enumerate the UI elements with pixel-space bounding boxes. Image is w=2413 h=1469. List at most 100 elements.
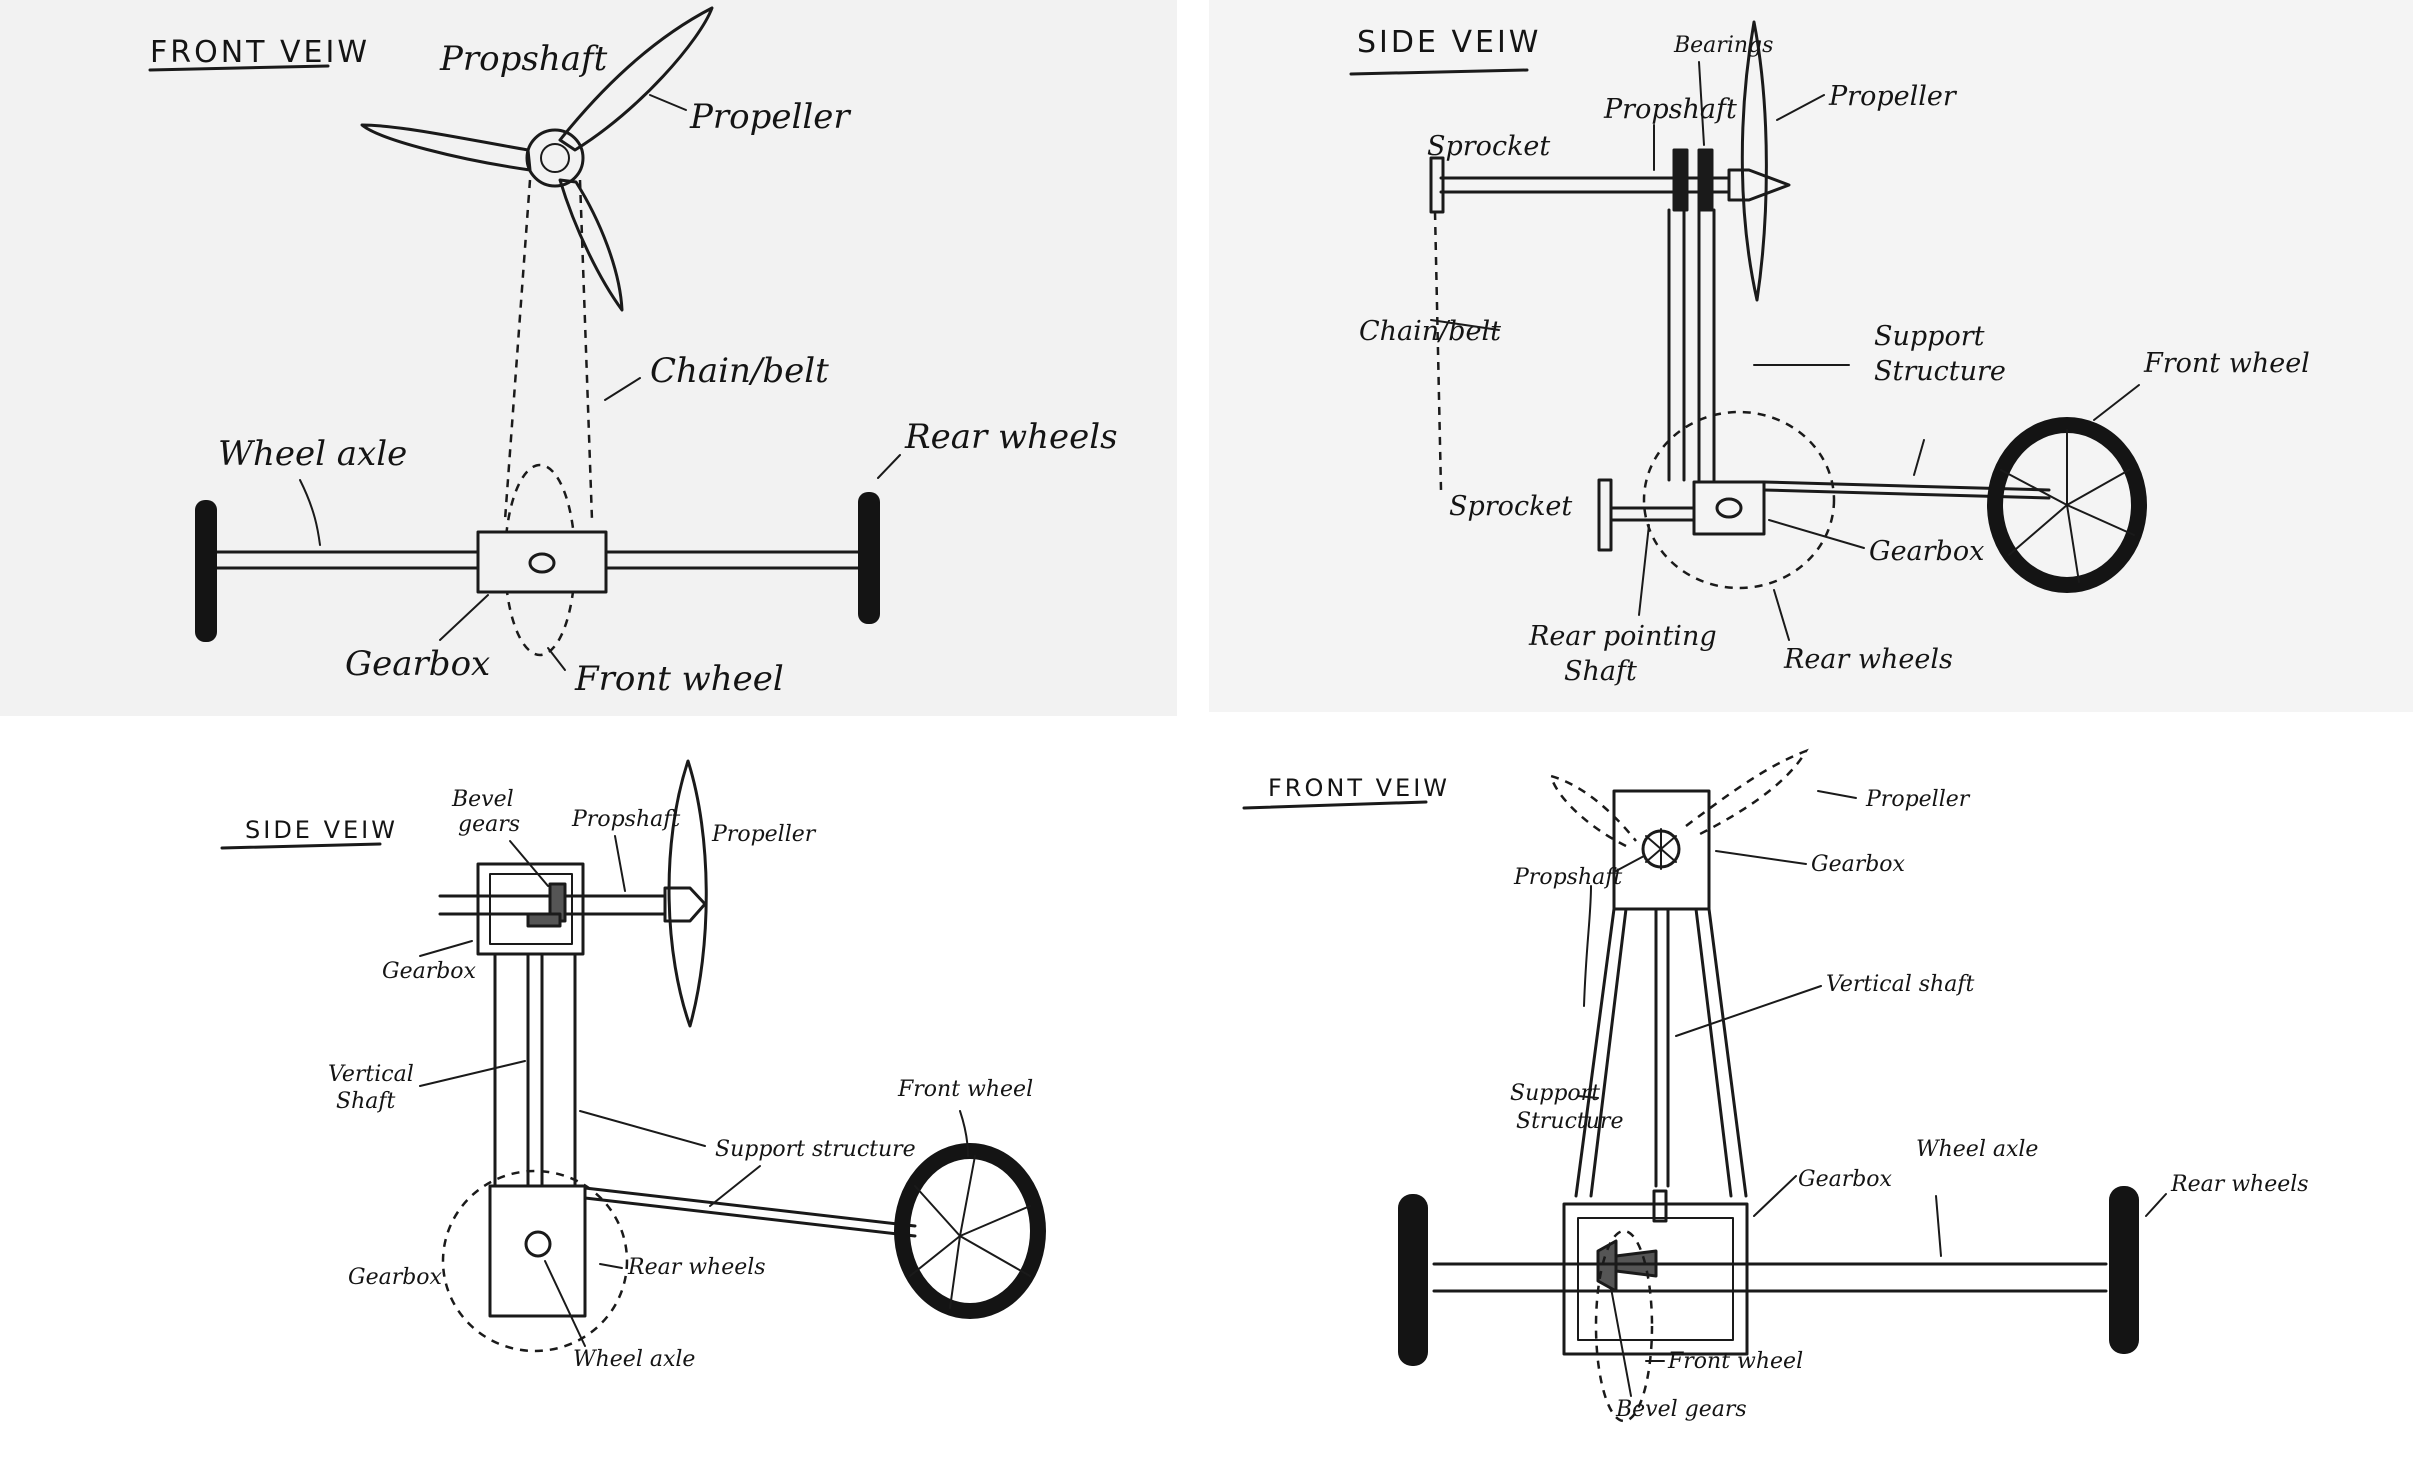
rear-wheel-right [858, 492, 880, 624]
gearbox-top [476, 862, 585, 956]
label-rear-wheels: Rear wheels [904, 417, 1118, 457]
label-propeller: Propeller [1828, 81, 1958, 112]
side-view-drawing-2: SIDE VEIW Bevel gears Propshaft Propelle… [220, 759, 1046, 1372]
label-wheel-axle: Wheel axle [218, 434, 407, 474]
front-wheel [1987, 417, 2147, 593]
front-view-sketch-1: FRONT VEIW Propshaft Propeller Chain/bel… [0, 0, 1177, 716]
label-front-wheel: Front wheel [1667, 1349, 1803, 1374]
arrow-front-wheel [547, 647, 566, 671]
front-wheel [894, 1143, 1046, 1319]
label-gearbox-top: Gearbox [382, 959, 477, 984]
propshaft-hub-gear [1645, 828, 1677, 870]
arrow-propeller [1776, 94, 1825, 121]
arrow-gearbox-top [1715, 850, 1807, 865]
label-propshaft: Propshaft [1513, 865, 1622, 890]
front-frame-top [1762, 480, 2051, 492]
arrow-front-wheel [959, 1110, 969, 1157]
gearbox-bottom [1562, 1202, 1749, 1356]
rear-wheel-right [2109, 1186, 2139, 1354]
side-view-drawing-1: SIDE VEIW Bearings Propshaft Propeller S… [1349, 20, 2310, 687]
label-front-wheel: Front wheel [574, 659, 784, 699]
label-gearbox-top: Gearbox [1811, 852, 1906, 877]
propeller-blade-right [1685, 748, 1809, 838]
arrow-propshaft [1615, 855, 1645, 872]
gearbox-bump [1652, 1189, 1668, 1223]
arrow-propeller [1817, 790, 1857, 799]
rear-wheel-left [195, 500, 217, 642]
arrow-vertical-shaft [419, 1060, 526, 1087]
label-propshaft: Propshaft [439, 39, 608, 79]
side-view-sketch-2: SIDE VEIW Bevel gears Propshaft Propelle… [0, 716, 1206, 1469]
label-vertical-2: Shaft [336, 1089, 395, 1114]
chain-belt-right [578, 179, 594, 521]
arrow-wheel-axle [544, 1260, 586, 1347]
label-sprocket-top: Sprocket [1427, 131, 1550, 162]
label-support-structure: Support structure [715, 1137, 916, 1162]
propeller [1740, 20, 1768, 302]
bevel-gear-horizontal [526, 912, 562, 928]
label-rear-wheels: Rear wheels [1783, 644, 1953, 675]
arrow-rear-wheels [877, 454, 901, 479]
label-rear-wheels: Rear wheels [2170, 1172, 2309, 1197]
arrow-gearbox [1768, 519, 1865, 549]
label-propshaft: Propshaft [1603, 94, 1737, 125]
label-vertical-1: Vertical [328, 1062, 414, 1087]
gearbox-bottom-inner [1577, 1217, 1734, 1341]
label-bevel-1: Bevel [451, 787, 514, 812]
arrow-bevel-gears [1610, 1287, 1632, 1397]
gearbox-bottom [488, 1184, 587, 1318]
side-view-sketch-1: SIDE VEIW Bearings Propshaft Propeller S… [1209, 0, 2413, 712]
bearing-1 [1672, 148, 1689, 212]
arrow-bearings [1698, 61, 1705, 146]
front-frame-bottom [1762, 488, 2051, 500]
front-view-sketch-2: FRONT VEIW Propeller Propshaft Gearbox V… [1206, 716, 2413, 1469]
support-right [1707, 907, 1748, 1198]
support-left [1574, 907, 1616, 1198]
arrow-vertical-shaft [1675, 985, 1822, 1037]
label-rear-pointing-2: Shaft [1564, 656, 1637, 687]
title-underline [220, 842, 382, 850]
arrow-propshaft [614, 835, 626, 892]
title-underline [148, 64, 330, 72]
bevel-gear-vertical [548, 882, 567, 923]
gearbox-top-inner [489, 873, 573, 945]
label-chain-belt: Chain/belt [1359, 316, 1501, 347]
propeller-blade-left [360, 123, 532, 172]
propeller-blade-down [1583, 885, 1592, 1007]
label-propeller: Propeller [1865, 787, 1971, 812]
label-sprocket-bottom: Sprocket [1449, 491, 1572, 522]
label-propshaft: Propshaft [571, 807, 680, 832]
label-chain-belt: Chain/belt [650, 351, 829, 391]
label-gearbox: Gearbox [345, 644, 490, 684]
spinner [663, 886, 707, 923]
propeller-hub [525, 128, 585, 188]
rear-wheel-hidden [1642, 410, 1836, 590]
label-wheel-axle: Wheel axle [573, 1347, 695, 1372]
arrow-chain-belt [604, 377, 641, 401]
arrow-support-upright [579, 1110, 706, 1147]
label-front-wheel: Front wheel [897, 1077, 1033, 1102]
arrow-front-wheel [2093, 384, 2140, 421]
spinner [1727, 168, 1791, 202]
front-frame-bottom [583, 1196, 917, 1238]
propeller-blade-up [558, 6, 714, 152]
sprocket-bottom [1597, 478, 1613, 552]
label-support-2: Structure [1874, 356, 2006, 387]
support-left-inner [1589, 907, 1628, 1198]
gearbox [1692, 480, 1766, 536]
front-view-drawing-2: FRONT VEIW Propeller Propshaft Gearbox V… [1242, 748, 2309, 1423]
arrow-rear-wheels [599, 1263, 623, 1269]
front-frame-top [583, 1186, 917, 1228]
label-support-1: Support [1874, 321, 1985, 352]
front-view-drawing-1: FRONT VEIW Propshaft Propeller Chain/bel… [148, 6, 1118, 699]
propeller [360, 6, 714, 312]
bearing-2 [1697, 148, 1714, 212]
panel-title: FRONT VEIW [1268, 774, 1450, 802]
propeller [667, 759, 708, 1028]
label-wheel-axle: Wheel axle [1916, 1137, 2038, 1162]
label-rear-pointing-1: Rear pointing [1528, 621, 1717, 652]
arrow-wheel-axle [1935, 1195, 1942, 1257]
label-rear-wheels: Rear wheels [627, 1255, 766, 1280]
propeller-hub-inner [540, 143, 570, 173]
label-bevel-2: gears [458, 812, 520, 837]
